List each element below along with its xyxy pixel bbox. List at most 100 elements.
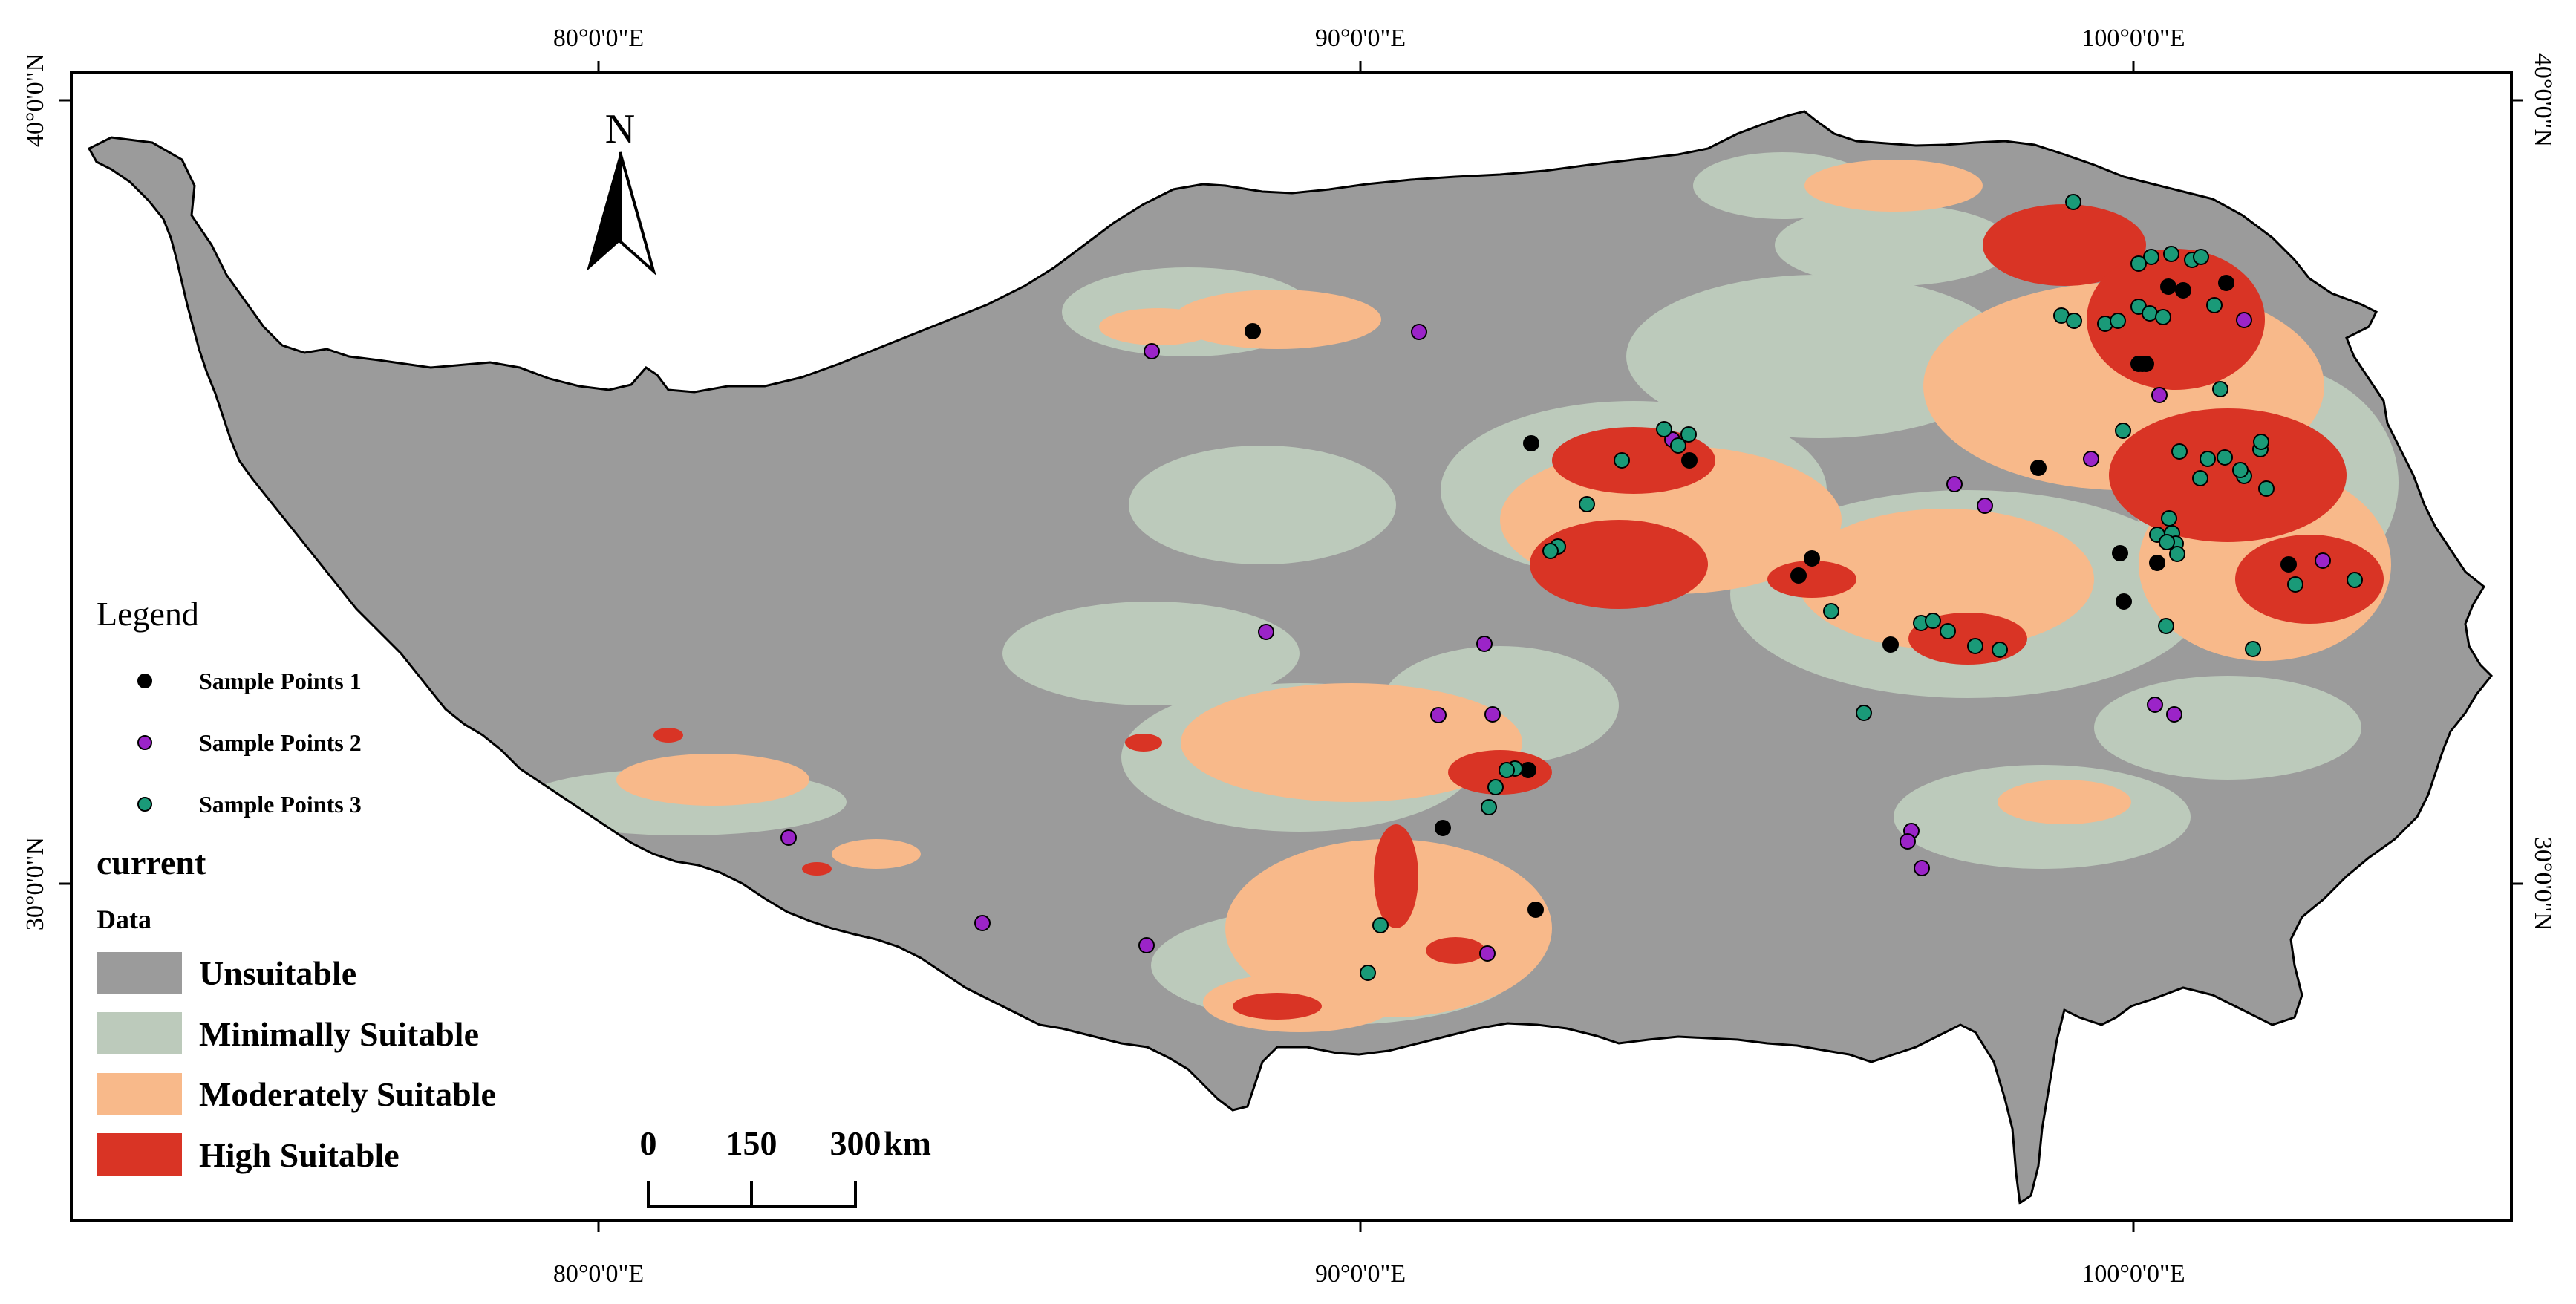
legend-swatch-high-suitable [97,1133,182,1176]
north-arrow-right-half [619,151,656,276]
sample-point-2-marker [1479,945,1496,962]
sample-point-3-marker [2232,462,2249,478]
left-latitude-label-40: 40°0'0"N [22,53,49,147]
scale-tick-label-0: 0 [640,1124,657,1162]
legend-point-symbol-2 [137,735,152,750]
sample-point-3-marker [2217,449,2233,466]
sample-point-3-marker [2200,451,2216,467]
legend-layer-name: current [97,844,206,881]
sample-point-3-marker [1499,762,1515,778]
sample-point-2-marker [2236,312,2252,328]
sample-point-2-marker [1484,706,1501,723]
sample-point-1-marker [2138,356,2154,372]
sample-point-2-marker [1144,343,1160,359]
sample-point-3-marker [2193,249,2209,265]
sample-point-3-marker [2245,641,2261,657]
sample-point-1-marker [1435,820,1451,836]
sample-point-3-marker [1925,613,1941,629]
sample-point-3-marker [2212,381,2228,397]
bottom-longitude-label-90: 90°0'0"E [1315,1260,1406,1288]
sample-point-1-marker [1804,550,1820,567]
sample-point-3-marker [1680,426,1697,443]
sample-point-3-marker [2192,470,2208,486]
sample-point-3-marker [2169,546,2185,562]
scale-bar: 0 150 300 km [640,1124,931,1208]
sample-point-3-marker [2155,309,2171,325]
scale-bar-line [647,1181,857,1208]
sample-point-2-marker [974,915,991,931]
sample-point-2-marker [2166,706,2182,723]
sample-point-2-marker [2151,387,2168,403]
north-arrow: N [587,106,656,276]
legend-layer-field: Data [97,904,151,934]
legend-class-label-moderately-suitable: Moderately Suitable [199,1075,496,1113]
sample-point-3-marker [2130,255,2147,272]
bottom-longitude-label-100: 100°0'0"E [2081,1260,2185,1288]
sample-point-3-marker [2143,249,2159,265]
sample-point-3-marker [2347,572,2363,588]
sample-point-3-marker [2110,313,2126,329]
scale-unit-label: km [884,1124,931,1162]
sample-point-3-marker [2159,534,2175,550]
sample-point-3-marker [2115,423,2131,439]
legend-point-label-3: Sample Points 3 [199,791,362,818]
sample-point-2-marker [1914,860,1930,876]
graticule-ticks [59,61,2523,1232]
sample-point-3-marker [1542,543,1559,559]
sample-point-3-marker [1487,779,1504,795]
sample-point-1-marker [1882,636,1899,653]
sample-point-3-marker [2253,434,2269,450]
legend-swatch-unsuitable [97,952,182,994]
sample-point-3-marker [2287,576,2303,593]
sample-point-1-marker [1790,567,1807,584]
legend-point-symbol-1 [137,674,152,688]
top-longitude-label-100: 100°0'0"E [2081,25,2185,52]
sample-point-3-marker [2158,618,2174,634]
legend-title: Legend [97,595,199,633]
sample-point-2-marker [1258,624,1274,640]
sample-point-3-marker [2206,297,2223,313]
sample-point-1-marker [1245,323,1261,339]
legend-class-label-high-suitable: High Suitable [199,1136,400,1174]
sample-point-1-marker [2175,282,2191,299]
sample-point-2-marker [1430,707,1447,723]
legend: Legend Sample Points 1 Sample Points 2 S… [97,595,496,1176]
sample-point-3-marker [1940,623,1956,639]
sample-point-2-marker [780,829,797,846]
sample-point-3-marker [1481,799,1497,815]
sample-point-3-marker [1656,421,1672,437]
sample-point-1-marker [2218,275,2234,291]
sample-point-2-marker [1476,636,1493,652]
left-latitude-label-30: 30°0'0"N [22,837,49,930]
sample-point-3-marker [1614,452,1630,469]
sample-point-3-marker [1360,965,1376,981]
sample-point-1-marker [2030,460,2047,476]
legend-point-label-2: Sample Points 2 [199,729,362,756]
sample-point-1-marker [1523,435,1539,451]
sample-point-1-marker [2116,593,2132,610]
scale-tick-label-150: 150 [726,1124,777,1162]
sample-point-2-marker [2147,697,2163,713]
legend-class-label-minimally-suitable: Minimally Suitable [199,1015,479,1053]
sample-point-2-marker [1138,937,1155,953]
sample-point-2-marker [1977,498,1993,514]
legend-swatch-minimally-suitable [97,1012,182,1054]
sample-point-3-marker [2142,305,2158,322]
bottom-longitude-label-80: 80°0'0"E [553,1260,644,1288]
scale-tick-label-300: 300 [830,1124,881,1162]
right-latitude-label-30: 30°0'0"N [2529,837,2557,930]
sample-point-3-marker [1992,642,2008,658]
legend-point-symbol-3 [137,797,152,812]
sample-point-1-marker [1527,902,1544,918]
top-longitude-label-90: 90°0'0"E [1315,25,1406,52]
sample-point-3-marker [2066,313,2082,329]
sample-point-2-marker [1900,833,1916,850]
sample-point-1-marker [2112,545,2128,561]
sample-points-layer [780,194,2363,981]
sample-point-2-marker [2083,451,2099,467]
sample-point-1-marker [2160,278,2176,295]
sample-point-2-marker [1411,324,1427,340]
sample-point-3-marker [1579,496,1595,512]
sample-point-1-marker [2149,555,2165,571]
